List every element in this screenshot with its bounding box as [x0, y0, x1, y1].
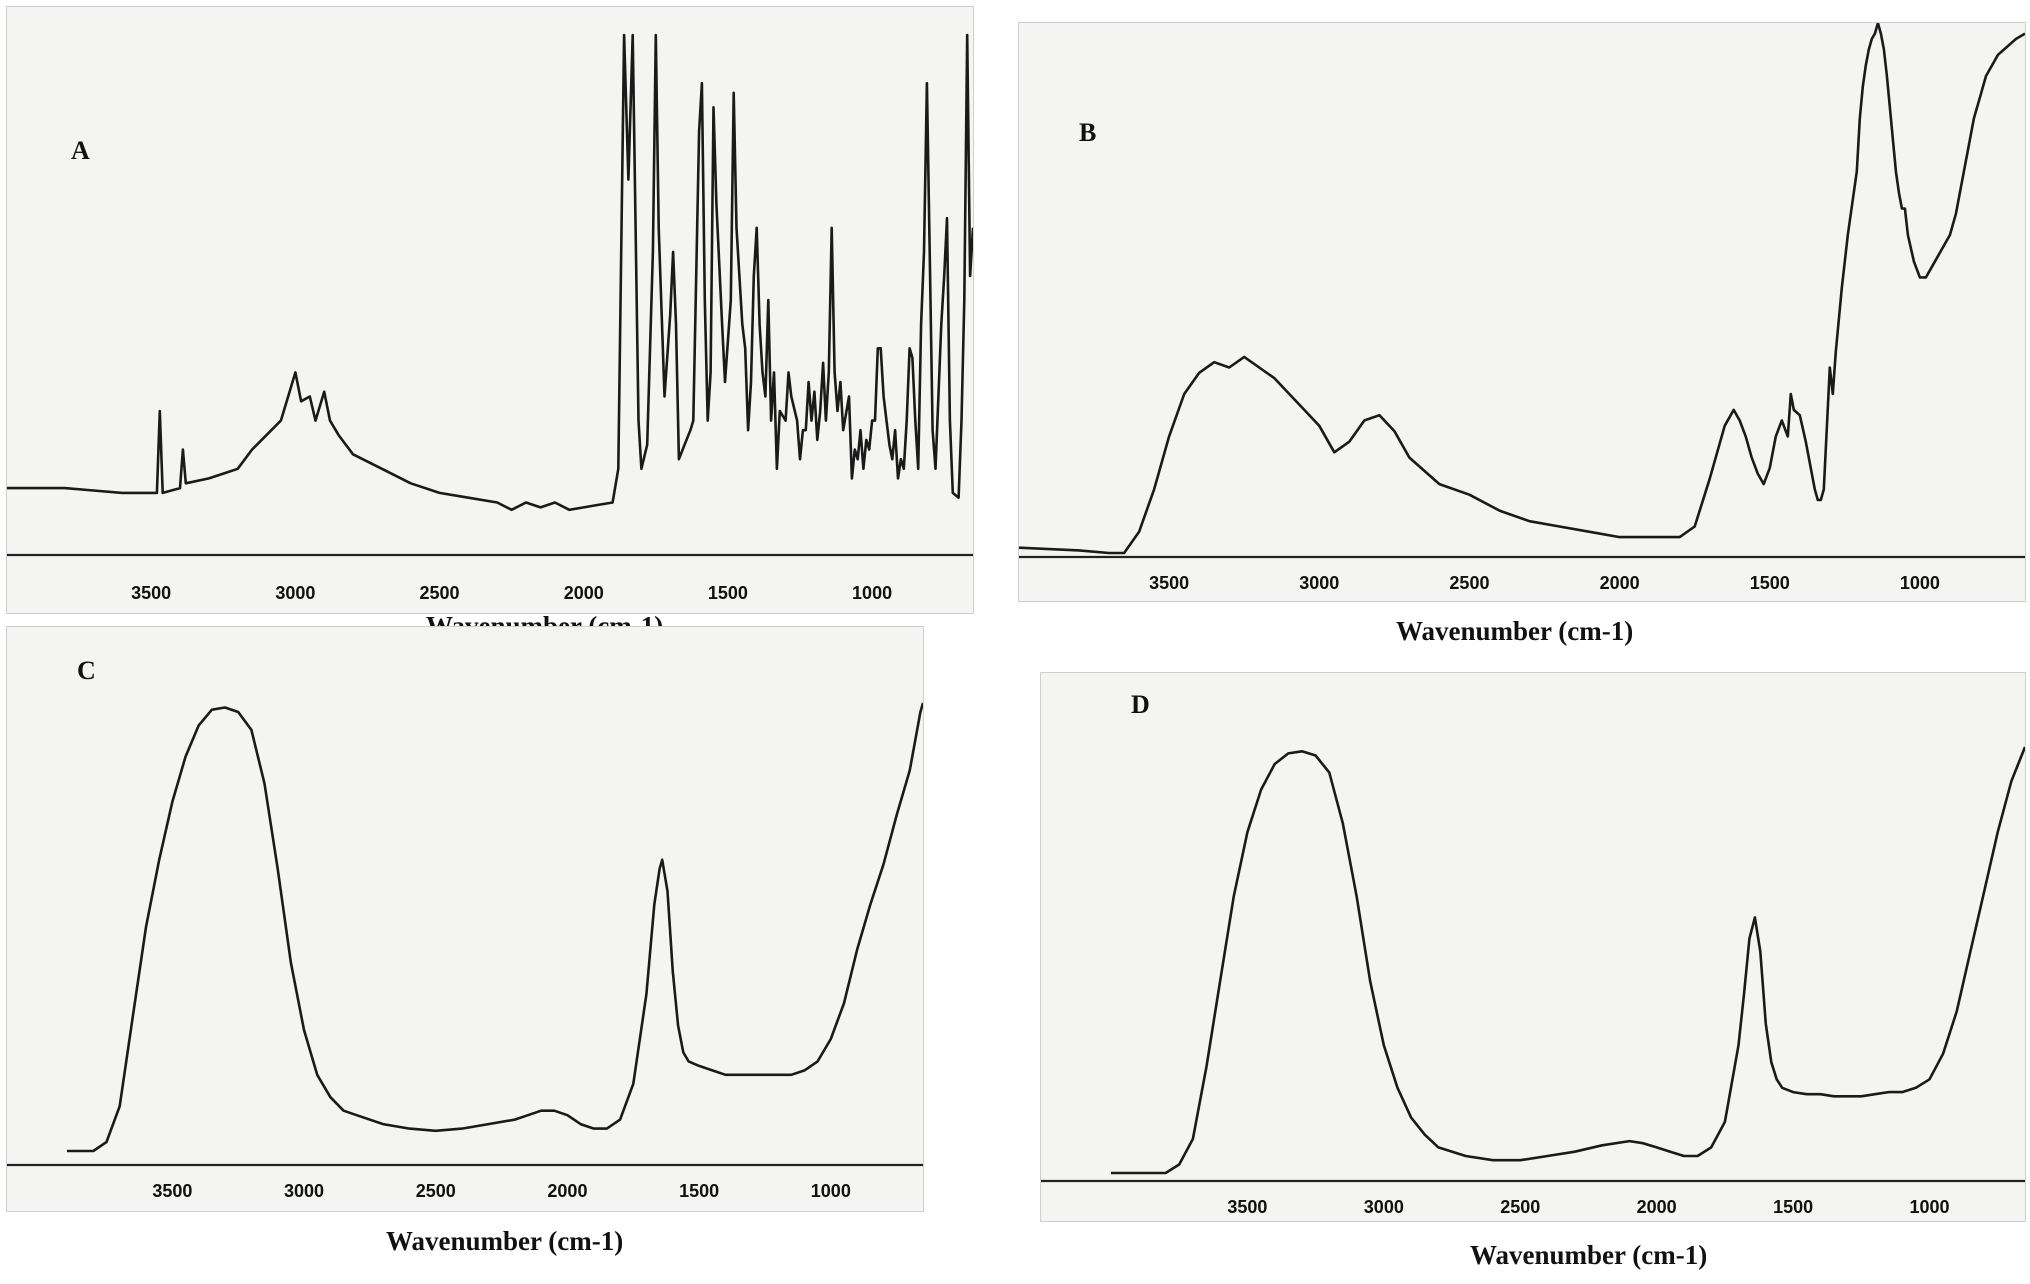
x-tick-label-b: 3500	[1149, 573, 1189, 593]
spectrum-panel-c: C 3500 3000 2500 2000 1500 1000	[6, 626, 924, 1212]
panel-letter-d: D	[1131, 690, 1150, 719]
x-tick-label-d: 3000	[1364, 1197, 1404, 1217]
x-tick-label-d: 1500	[1773, 1197, 1813, 1217]
x-tick-label-b: 2500	[1449, 573, 1489, 593]
spectrum-line-b	[1019, 23, 2025, 555]
spectrum-line-c	[67, 702, 923, 1153]
x-tick-label-c: 1500	[679, 1181, 719, 1201]
x-tick-label-d: 2500	[1500, 1197, 1540, 1217]
spectrum-panel-a: A 3500 3000 2500 2000 1500 1000	[6, 6, 974, 614]
spectrum-chart-d: D 3500 3000 2500 2000 1500 1000	[1041, 690, 2025, 1217]
x-axis-label-b: Wavenumber (cm-1)	[1396, 616, 1634, 646]
x-tick-label-d: 2000	[1637, 1197, 1677, 1217]
x-tick-label-d: 3500	[1227, 1197, 1267, 1217]
x-tick-label-a: 1500	[708, 583, 748, 603]
x-tick-label-a: 3000	[275, 583, 315, 603]
x-tick-label-a: 2000	[564, 583, 604, 603]
x-tick-label-d: 1000	[1909, 1197, 1949, 1217]
x-tick-label-b: 1000	[1900, 573, 1940, 593]
spectrum-panel-d: D 3500 3000 2500 2000 1500 1000	[1040, 672, 2026, 1222]
panel-letter-b: B	[1079, 118, 1096, 147]
spectrum-panel-b: B 3500 3000 2500 2000 1500 1000	[1018, 22, 2026, 602]
x-tick-label-b: 3000	[1299, 573, 1339, 593]
spectrum-chart-a: A 3500 3000 2500 2000 1500 1000	[7, 33, 973, 603]
x-tick-label-c: 3500	[152, 1181, 192, 1201]
x-tick-label-c: 1000	[811, 1181, 851, 1201]
spectrum-line-a	[7, 33, 973, 512]
x-tick-label-b: 2000	[1600, 573, 1640, 593]
x-tick-label-c: 2000	[547, 1181, 587, 1201]
spectrum-chart-b: B 3500 3000 2500 2000 1500 1000	[1019, 23, 2025, 593]
spectrum-chart-c: C 3500 3000 2500 2000 1500 1000	[7, 656, 923, 1201]
x-axis-label-a: Wavenumber (cm-1)	[426, 611, 664, 626]
x-tick-label-c: 2500	[416, 1181, 456, 1201]
panel-letter-c: C	[77, 656, 96, 685]
x-tick-label-b: 1500	[1750, 573, 1790, 593]
x-tick-label-c: 3000	[284, 1181, 324, 1201]
x-tick-label-a: 3500	[131, 583, 171, 603]
panel-letter-a: A	[71, 136, 90, 165]
x-tick-label-a: 1000	[852, 583, 892, 603]
x-axis-label-c: Wavenumber (cm-1)	[386, 1226, 624, 1256]
spectrum-line-d	[1111, 746, 2025, 1175]
x-tick-label-a: 2500	[420, 583, 460, 603]
x-axis-label-d: Wavenumber (cm-1)	[1470, 1240, 1708, 1270]
